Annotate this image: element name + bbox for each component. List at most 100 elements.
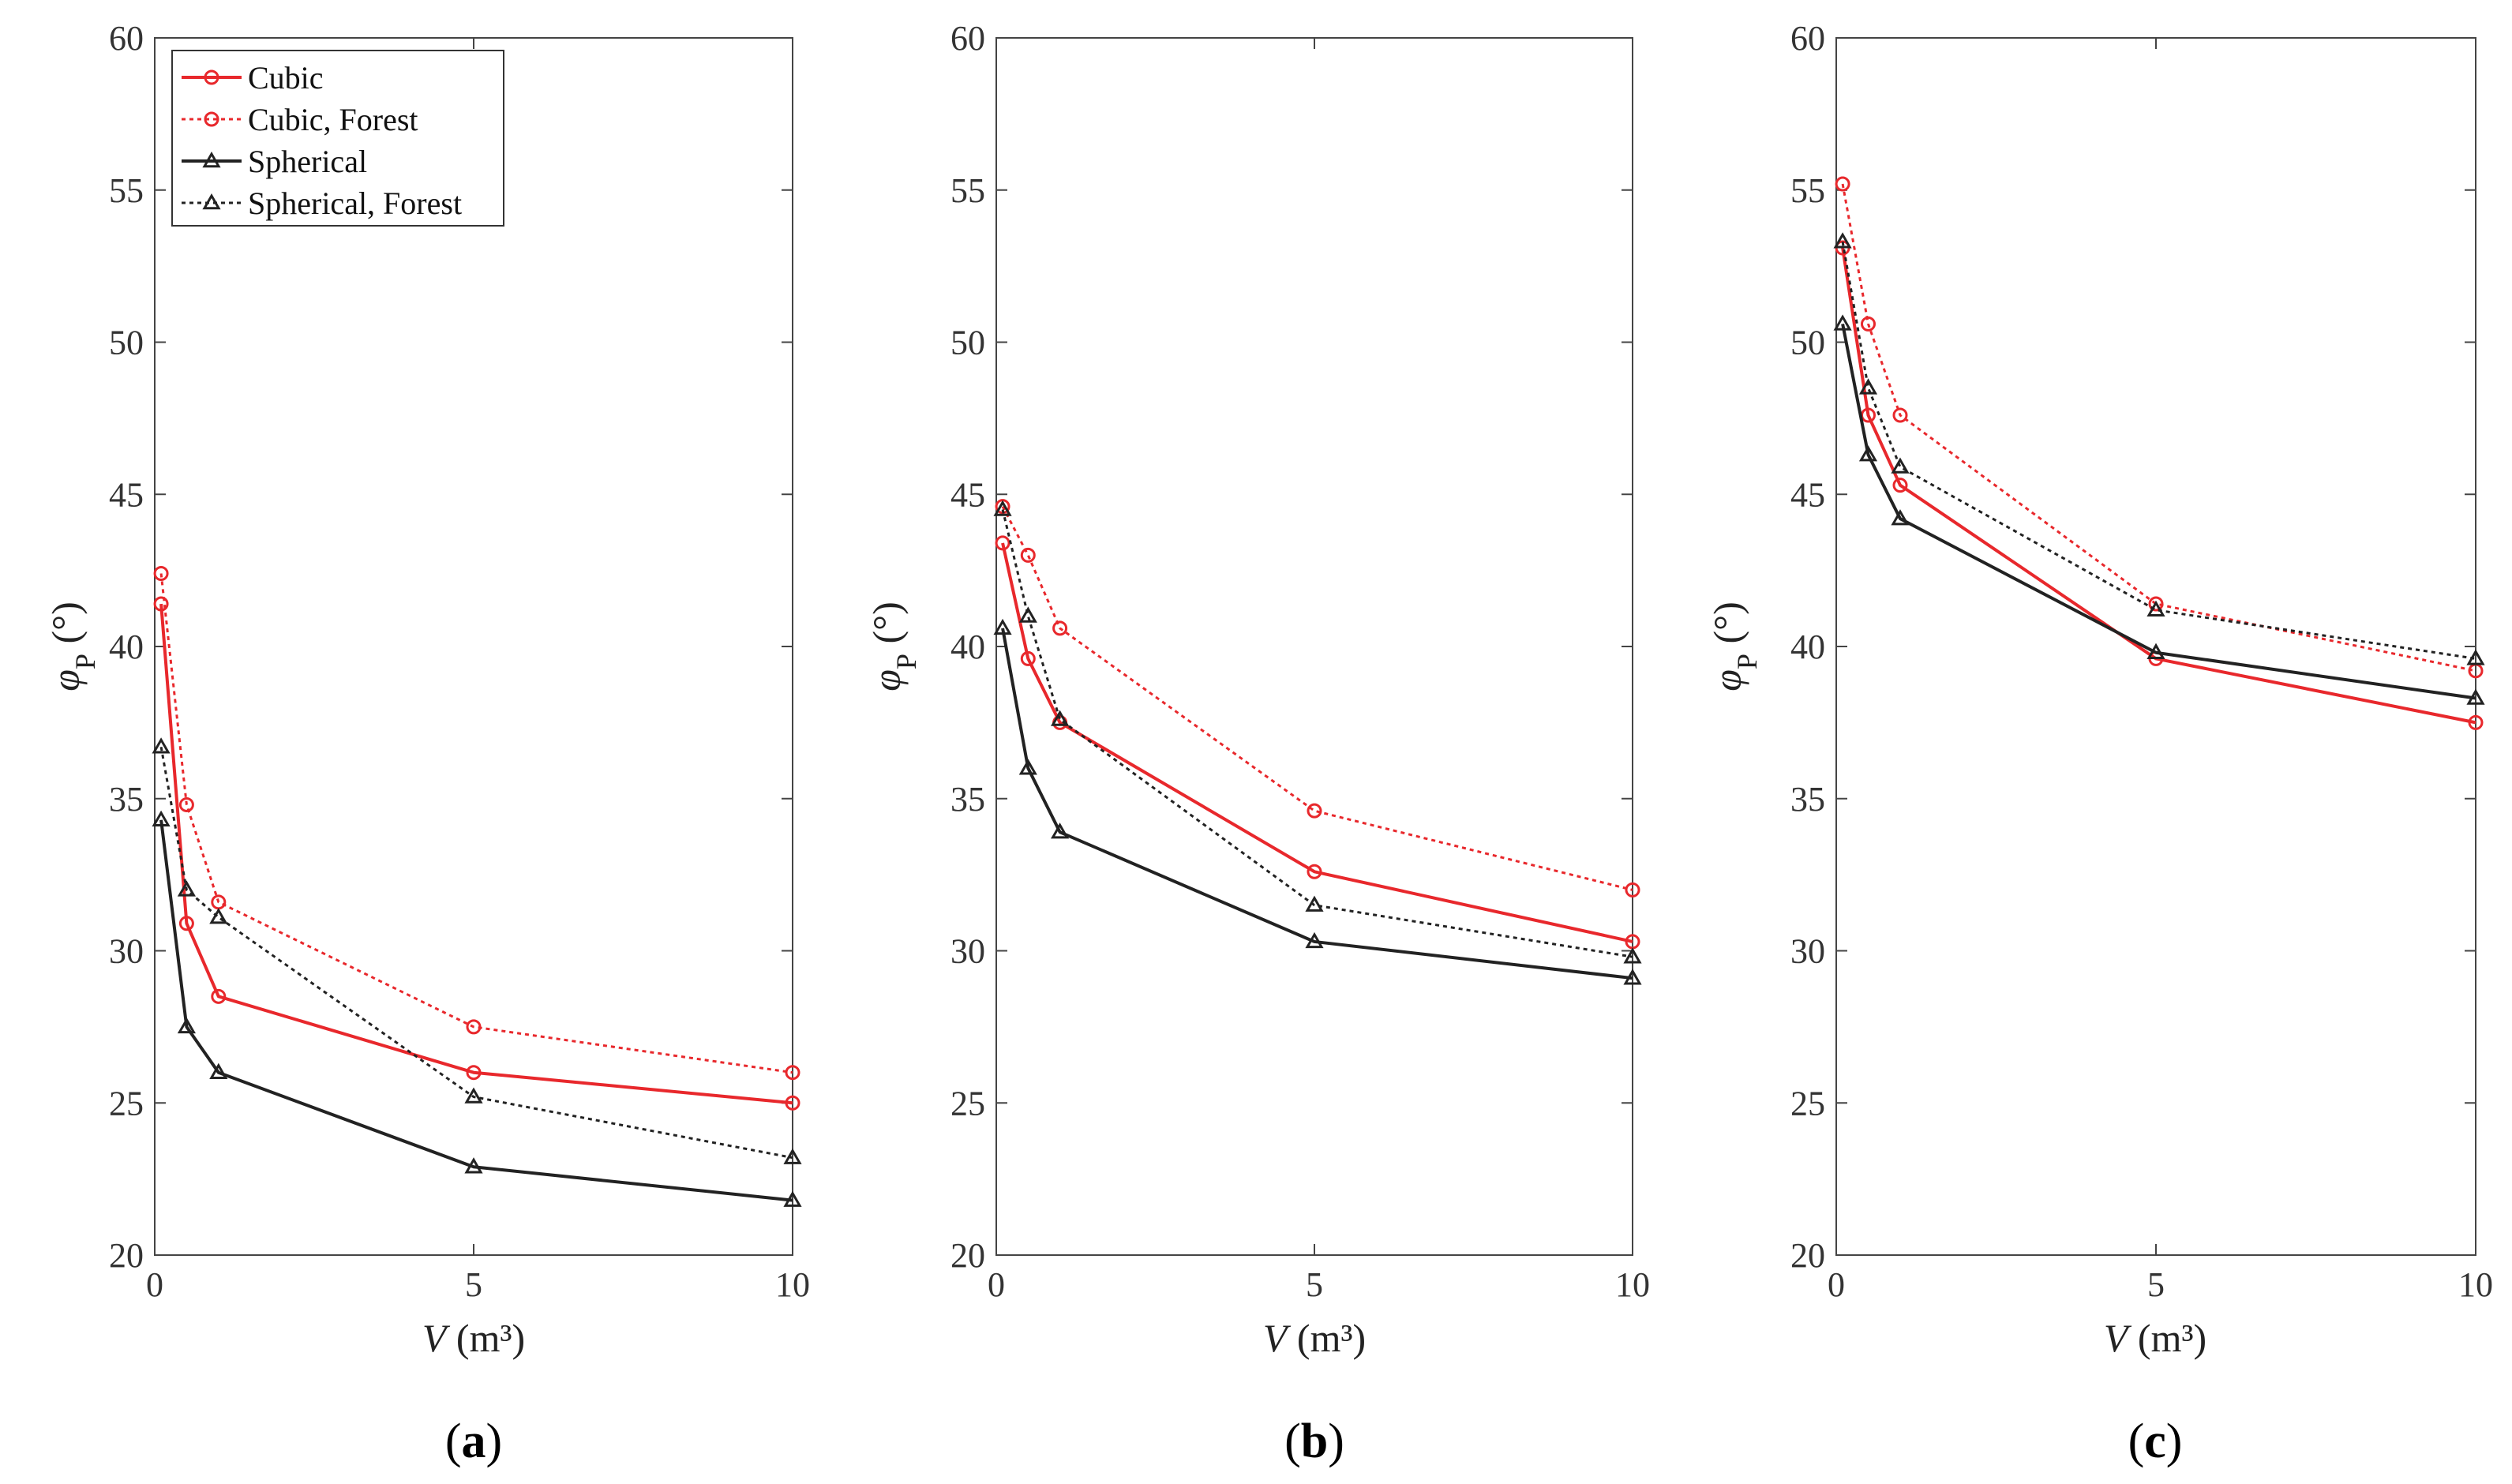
y-tick-label: 50	[109, 324, 144, 362]
legend-label: Cubic	[248, 60, 324, 96]
series-line-spherical	[1841, 323, 2476, 700]
x-axis-label: V (m³)	[2104, 1316, 2206, 1360]
data-point-spherical	[1305, 931, 1324, 949]
data-point-spherical	[177, 1017, 196, 1034]
panel-label: (b)	[1284, 1415, 1344, 1468]
data-point-cubic	[153, 596, 169, 612]
data-point-spherical	[464, 1157, 483, 1174]
y-tick-label: 40	[950, 628, 985, 666]
data-point-cubic-forest	[153, 565, 169, 581]
series-line-cubic	[159, 603, 793, 1105]
data-point-spherical	[2146, 643, 2165, 659]
legend-marker	[202, 151, 221, 168]
data-point-cubic	[2468, 714, 2484, 730]
data-point-spherical	[2466, 688, 2485, 705]
x-tick-label: 5	[1306, 1265, 1323, 1304]
y-tick-label: 35	[1790, 780, 1825, 819]
series-line-cubic	[1841, 247, 2476, 725]
y-tick-label: 60	[109, 19, 144, 58]
y-tick-label: 40	[109, 628, 144, 666]
series-line-cubic-forest	[159, 573, 793, 1074]
data-point-spherical	[993, 618, 1012, 635]
data-point-spherical-forest	[464, 1087, 483, 1104]
y-tick-label: 60	[1790, 19, 1825, 58]
y-tick-label: 55	[109, 171, 144, 210]
legend-label: Spherical, Forest	[248, 186, 462, 221]
data-point-spherical	[209, 1062, 228, 1079]
y-tick-label: 30	[1790, 932, 1825, 971]
data-point-cubic	[1307, 864, 1322, 879]
x-tick-label: 5	[465, 1265, 482, 1304]
series-line-cubic-forest	[1001, 505, 1633, 891]
y-tick-label: 20	[950, 1236, 985, 1275]
y-axis-label: φP (°)	[43, 601, 101, 691]
chart-panel-b: 20 25 30 35 40 45 50 55 60 0 5 10 V (m³) φP (°) (b)	[864, 19, 1650, 1468]
data-point-cubic	[178, 916, 194, 931]
data-point-spherical-forest	[783, 1148, 802, 1164]
x-tick-label: 10	[2458, 1265, 2493, 1304]
data-point-cubic-forest	[785, 1065, 800, 1081]
data-point-spherical-forest	[2466, 649, 2485, 665]
data-point-cubic	[1892, 478, 1908, 493]
y-tick-label: 60	[950, 19, 985, 58]
data-point-cubic	[1020, 650, 1036, 666]
data-point-cubic-forest	[466, 1019, 482, 1035]
data-point-spherical-forest	[1018, 606, 1037, 623]
data-point-spherical	[783, 1190, 802, 1207]
legend-label: Spherical	[248, 144, 367, 179]
y-tick-label: 35	[950, 780, 985, 819]
series-line-cubic	[1001, 542, 1633, 943]
data-point-spherical-forest	[1891, 457, 1910, 474]
data-point-cubic-forest	[1625, 882, 1640, 898]
data-point-spherical	[1623, 969, 1642, 985]
data-point-cubic-forest	[2148, 596, 2164, 612]
data-point-cubic	[211, 988, 227, 1004]
data-point-spherical	[1858, 445, 1878, 462]
x-tick-label: 10	[1615, 1265, 1650, 1304]
y-tick-label: 50	[950, 324, 985, 362]
y-tick-label: 55	[950, 171, 985, 210]
data-point-cubic-forest	[1307, 803, 1322, 819]
data-point-cubic-forest	[1861, 316, 1876, 332]
y-tick-label: 50	[1790, 324, 1825, 362]
series-line-spherical-forest	[1001, 509, 1633, 958]
x-tick-label: 5	[2147, 1265, 2165, 1304]
y-tick-label: 20	[109, 1236, 144, 1275]
data-point-cubic-forest	[178, 796, 194, 812]
y-tick-label: 20	[1790, 1236, 1825, 1275]
data-point-cubic-forest	[1052, 620, 1068, 636]
data-point-spherical	[1833, 314, 1852, 331]
data-point-spherical	[1051, 823, 1070, 839]
legend-label: Cubic, Forest	[248, 102, 418, 137]
data-point-spherical-forest	[152, 737, 171, 754]
series-line-spherical	[159, 819, 793, 1202]
x-tick-label: 10	[775, 1265, 810, 1304]
x-tick-label: 0	[988, 1265, 1005, 1304]
data-point-cubic	[995, 535, 1010, 551]
legend-marker	[204, 111, 219, 127]
x-axis-label: V (m³)	[422, 1316, 525, 1360]
x-tick-label: 0	[146, 1265, 163, 1304]
data-point-cubic-forest	[1835, 176, 1850, 192]
data-point-spherical	[1891, 509, 1910, 526]
panel-label: (c)	[2128, 1415, 2183, 1468]
data-point-spherical-forest	[1858, 378, 1878, 395]
data-point-spherical-forest	[1305, 895, 1324, 912]
y-tick-label: 30	[950, 932, 985, 971]
legend: Cubic Cubic, Forest Spherical Spherical, Fo…	[171, 50, 504, 227]
data-point-spherical	[1018, 759, 1037, 775]
y-tick-label: 25	[1790, 1084, 1825, 1122]
data-point-spherical-forest	[993, 500, 1012, 516]
data-point-spherical-forest	[209, 908, 228, 924]
data-point-spherical-forest	[1833, 232, 1852, 249]
x-axis-label: V (m³)	[1263, 1316, 1366, 1360]
y-tick-label: 45	[950, 475, 985, 514]
data-point-spherical-forest	[1623, 947, 1642, 964]
y-tick-label: 40	[1790, 628, 1825, 666]
y-axis-label: φP (°)	[1705, 601, 1763, 691]
data-point-cubic-forest	[1020, 547, 1036, 563]
